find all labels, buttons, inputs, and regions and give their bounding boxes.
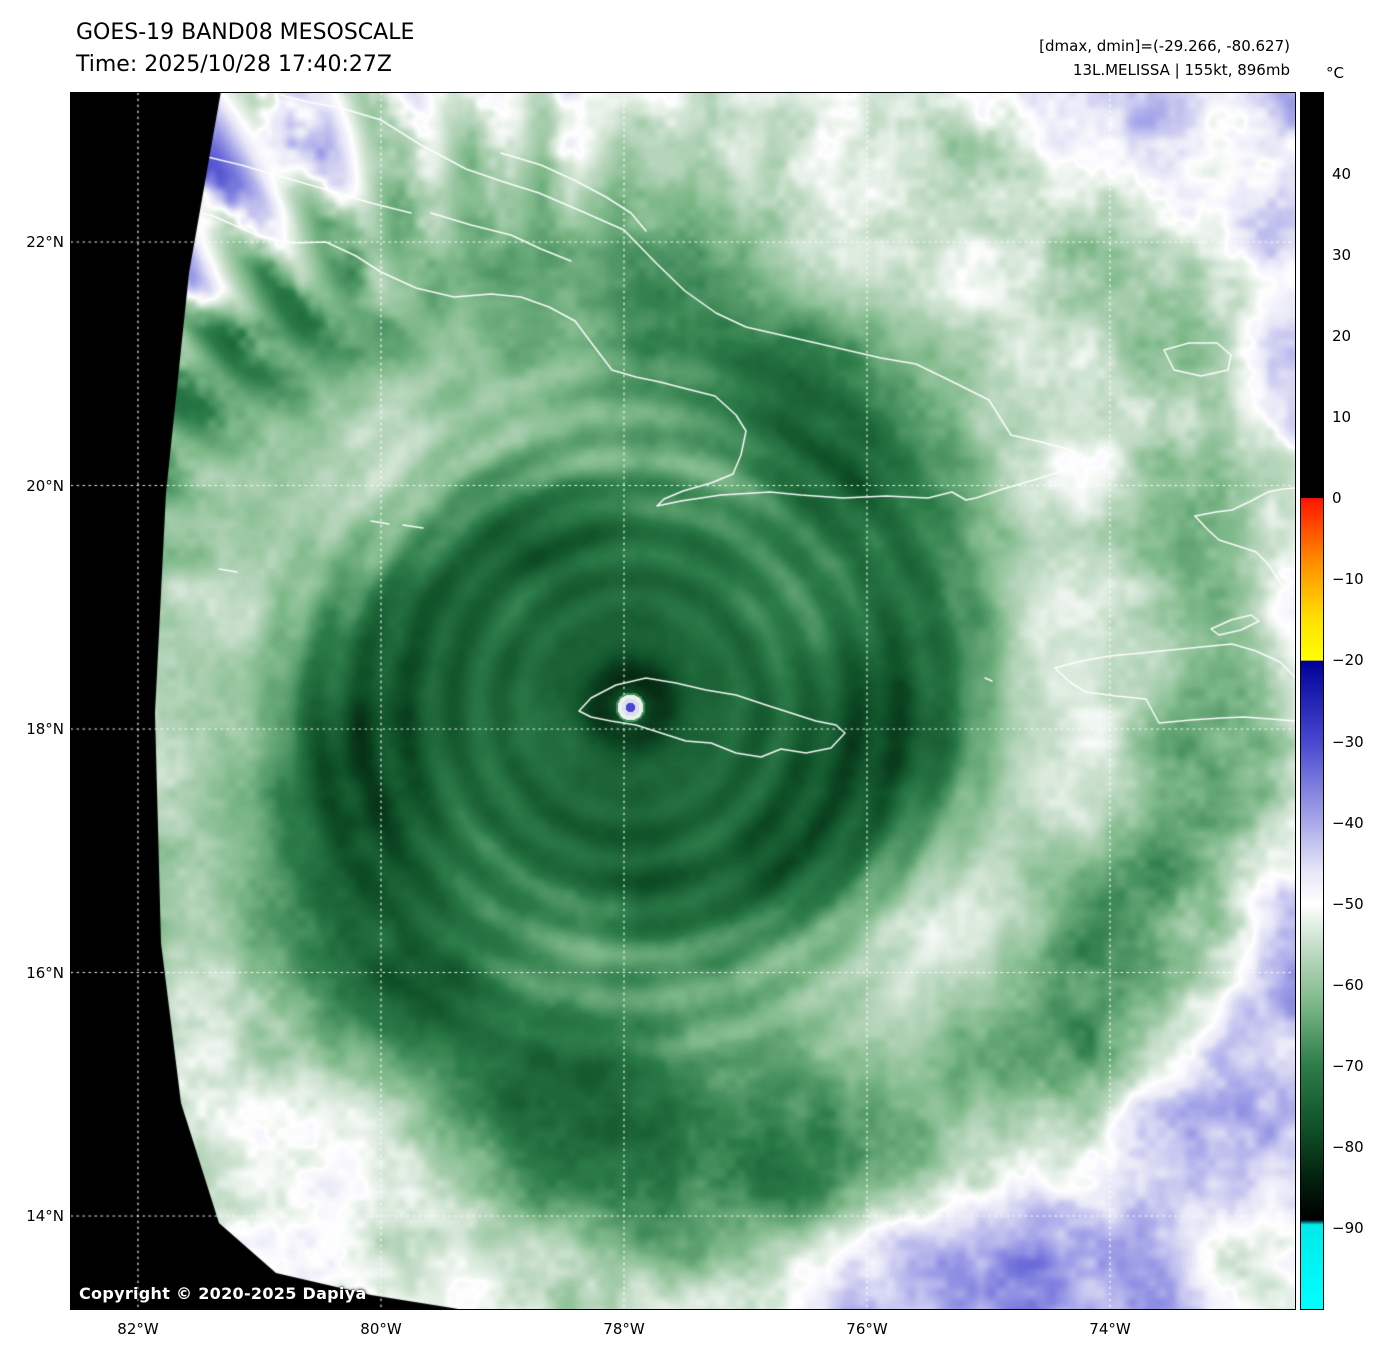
colorbar-tick-label: −80	[1332, 1137, 1364, 1156]
dmax-dmin-readout: [dmax, dmin]=(-29.266, -80.627)	[1039, 37, 1290, 55]
lat-tick-label: 16°N	[26, 963, 64, 982]
satellite-map: Copyright © 2020-2025 Dapiya	[70, 92, 1296, 1310]
header-readouts: [dmax, dmin]=(-29.266, -80.627) 13L.MELI…	[1039, 36, 1290, 80]
colorbar-tick-label: 40	[1332, 165, 1352, 184]
colorbar-unit-label: °C	[1326, 64, 1344, 82]
colorbar-tick-label: 20	[1332, 327, 1352, 346]
lat-tick-label: 20°N	[26, 476, 64, 495]
colorbar-tick-label: −20	[1332, 651, 1364, 670]
lon-tick-label: 82°W	[117, 1320, 159, 1338]
lat-tick-label: 14°N	[26, 1207, 64, 1225]
lat-tick-label: 22°N	[26, 233, 64, 251]
lon-tick-label: 74°W	[1089, 1320, 1131, 1338]
colorbar-tick-label: −60	[1332, 975, 1364, 994]
lon-tick-label: 80°W	[360, 1320, 402, 1338]
storm-info: 13L.MELISSA | 155kt, 896mb	[1072, 61, 1290, 79]
colorbar-tick-label: 0	[1332, 489, 1342, 508]
colorbar-tick-label: −90	[1332, 1218, 1364, 1237]
timestamp: Time: 2025/10/28 17:40:27Z	[76, 52, 392, 77]
colorbar-tick-label: −50	[1332, 894, 1364, 913]
colorbar-tick-label: −40	[1332, 813, 1364, 832]
satellite-image-canvas	[71, 93, 1295, 1309]
page-title: GOES-19 BAND08 MESOSCALE	[76, 20, 415, 45]
lon-tick-label: 76°W	[846, 1320, 888, 1338]
colorbar-tick-label: −70	[1332, 1056, 1364, 1075]
colorbar-tick-label: 10	[1332, 408, 1352, 427]
colorbar-tick-label: −30	[1332, 732, 1364, 751]
colorbar	[1300, 92, 1324, 1310]
copyright-watermark: Copyright © 2020-2025 Dapiya	[79, 1284, 367, 1303]
lat-tick-label: 18°N	[26, 720, 64, 738]
colorbar-tick-label: −10	[1332, 570, 1364, 589]
colorbar-tick-label: 30	[1332, 246, 1352, 265]
lon-tick-label: 78°W	[603, 1320, 645, 1338]
